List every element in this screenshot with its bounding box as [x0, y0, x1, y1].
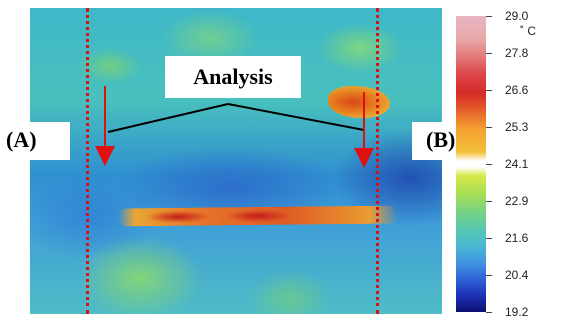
- scale-ticks: [486, 16, 496, 313]
- analysis-line-a: [86, 8, 89, 314]
- scale-tick: [486, 275, 492, 276]
- scale-label: 29.0: [505, 9, 529, 23]
- scale-label: 22.9: [505, 194, 529, 208]
- down-arrow-icon: [354, 92, 374, 168]
- scale-label: 26.6: [505, 83, 529, 97]
- down-arrow-icon: [95, 86, 115, 166]
- analysis-line-b: [376, 8, 379, 314]
- scale-label: 19.2: [505, 305, 529, 319]
- callout-line-right: [227, 103, 365, 131]
- hot-spot: [328, 86, 390, 118]
- scale-label: 25.3: [505, 120, 529, 134]
- scale-tick: [486, 16, 492, 17]
- scale-tick: [486, 90, 492, 91]
- analysis-label: Analysis: [165, 56, 301, 98]
- scale-tick: [486, 164, 492, 165]
- scale-label: 24.1: [505, 157, 529, 171]
- temperature-scale-bar: [456, 16, 486, 312]
- scale-label: 21.6: [505, 231, 529, 245]
- temperature-unit: ˚ C: [520, 24, 536, 38]
- scale-tick: [486, 201, 492, 202]
- scale-label: 20.4: [505, 268, 529, 282]
- scale-label: 27.8: [505, 46, 529, 60]
- scale-tick: [486, 312, 492, 313]
- scale-tick: [486, 238, 492, 239]
- callout-line-left: [107, 103, 229, 133]
- scale-tick: [486, 127, 492, 128]
- side-label-a: (A): [0, 122, 70, 160]
- scale-tick: [486, 53, 492, 54]
